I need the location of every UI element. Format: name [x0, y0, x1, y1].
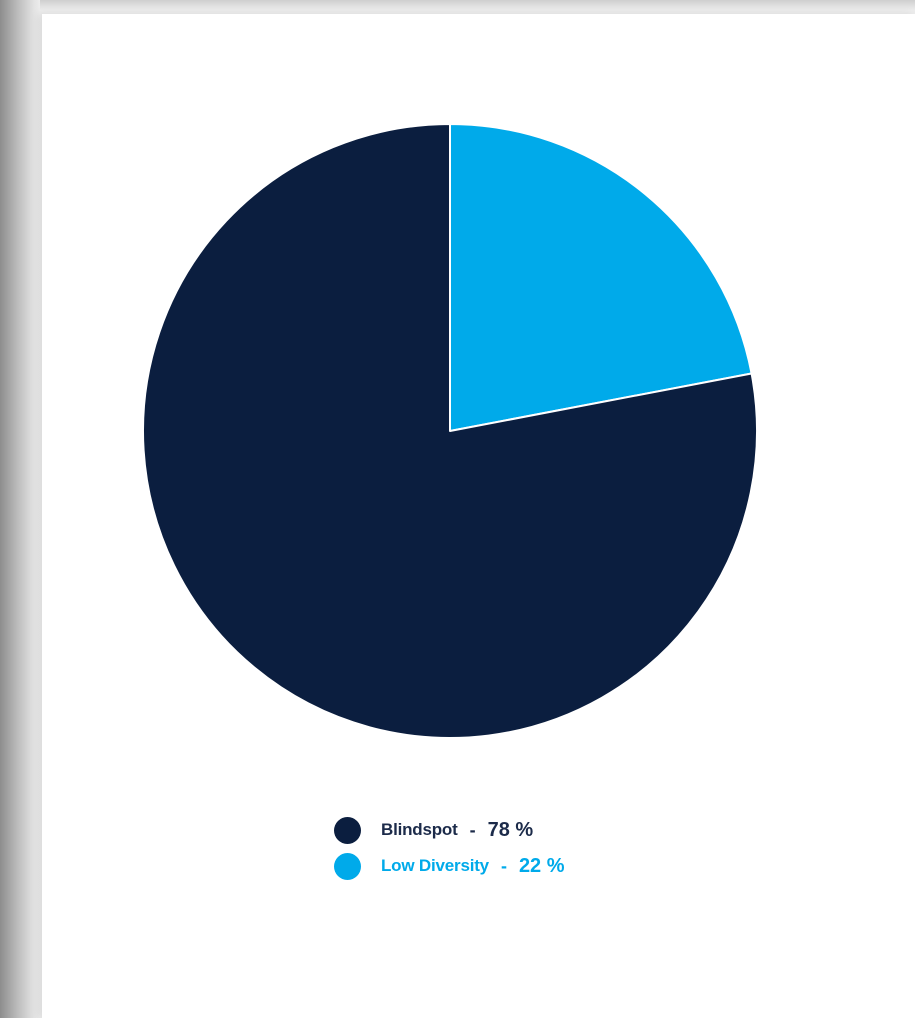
top-shadow — [0, 0, 915, 10]
legend-value-blindspot: 78 % — [487, 818, 534, 841]
legend-swatch-blindspot — [334, 816, 361, 844]
pie-slice-low-diversity — [449, 123, 753, 432]
pie-slices — [142, 123, 758, 739]
legend-separator-blindspot: - — [469, 819, 476, 840]
legend-label-low-diversity: Low Diversity — [381, 856, 489, 875]
legend-separator-low-diversity: - — [500, 855, 507, 876]
legend-label-blindspot: Blindspot — [381, 820, 458, 839]
left-shadow — [0, 0, 40, 1018]
legend-value-low-diversity: 22 % — [518, 854, 565, 877]
legend-item-low-diversity: Low Diversity - 22 % — [334, 848, 565, 884]
legend-item-blindspot: Blindspot - 78 % — [334, 812, 565, 848]
legend-swatch-low-diversity — [334, 852, 361, 880]
chart-legend: Blindspot - 78 % Low Diversity - 22 % — [334, 812, 565, 884]
pie-slice-blindspot — [142, 123, 758, 739]
